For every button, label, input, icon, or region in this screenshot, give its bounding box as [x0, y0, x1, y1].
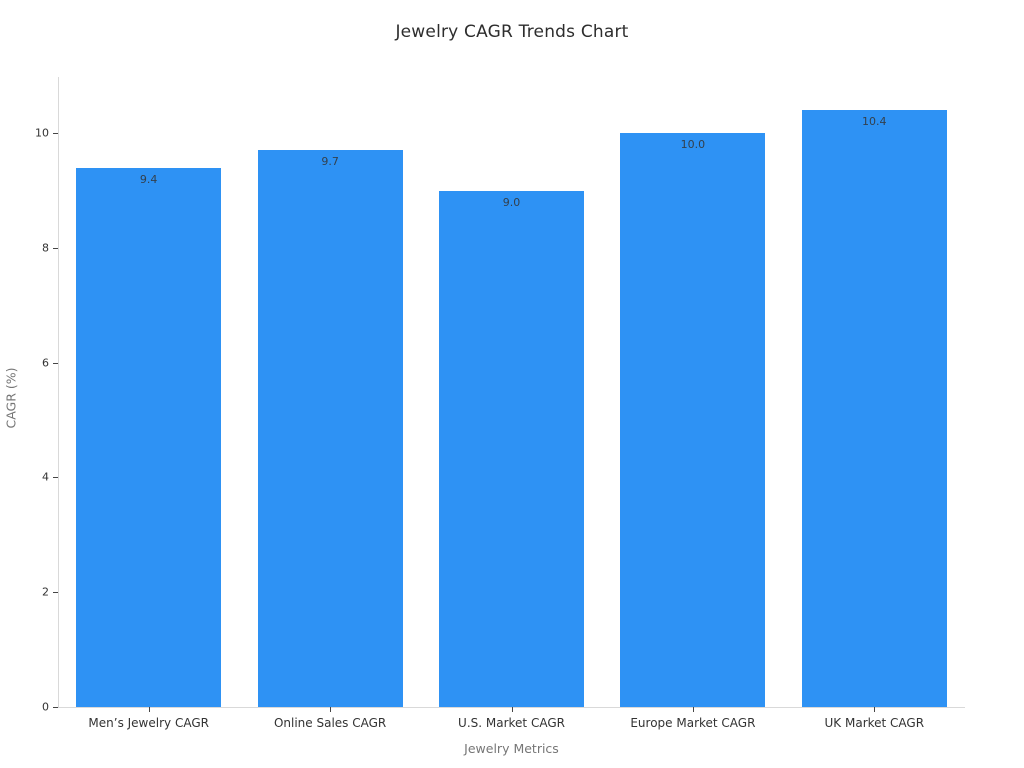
x-axis-category-label: UK Market CAGR — [824, 716, 925, 730]
y-axis-tick-mark — [53, 592, 58, 594]
bar: 10.4 — [801, 110, 947, 707]
x-axis-title: Jewelry Metrics — [464, 741, 559, 756]
bar-value-label: 9.7 — [321, 155, 339, 169]
chart-title: Jewelry CAGR Trends Chart — [395, 22, 629, 42]
bar: 10.0 — [620, 133, 766, 707]
x-axis-category-label: Europe Market CAGR — [630, 716, 756, 730]
bar: 9.4 — [76, 167, 222, 707]
plot-area: Jewelry Metrics 0 2 4 6 8 10 9.4 Men’s Jewelry … — [35, 77, 965, 756]
y-axis-title: CAGR (%) — [3, 367, 19, 429]
y-axis-tick-label: 8 — [42, 241, 49, 255]
x-axis-tick-mark — [874, 707, 876, 712]
bar-value-label: 10.0 — [680, 138, 706, 152]
bar-value-label: 9.0 — [502, 195, 521, 209]
y-axis-line — [58, 77, 59, 707]
x-axis-tick-mark — [148, 707, 150, 712]
y-axis-tick-mark — [53, 362, 58, 364]
y-axis-tick-mark — [53, 707, 58, 708]
x-axis-category-label: Online Sales CAGR — [273, 716, 387, 730]
x-axis-tick-mark — [511, 707, 513, 712]
bar-value-label: 9.4 — [139, 172, 158, 186]
y-axis-tick-mark — [53, 247, 58, 249]
x-axis-tick-mark — [692, 707, 694, 712]
y-axis-tick-label: 6 — [42, 356, 49, 370]
x-axis-category-label: U.S. Market CAGR — [458, 716, 565, 730]
y-axis-tick-mark — [53, 133, 58, 135]
x-axis-category-label: Men’s Jewelry CAGR — [88, 716, 209, 730]
bar-value-label: 10.4 — [862, 115, 887, 129]
y-axis-tick-label: 10 — [35, 126, 49, 140]
y-axis-tick-label: 0 — [42, 700, 49, 714]
bar: 9.7 — [257, 150, 403, 707]
bar: 9.0 — [438, 190, 585, 707]
x-axis-tick-mark — [330, 707, 332, 712]
y-axis-tick-label: 4 — [42, 470, 49, 484]
y-axis-tick-label: 2 — [42, 585, 49, 599]
y-axis-tick-mark — [53, 477, 58, 479]
